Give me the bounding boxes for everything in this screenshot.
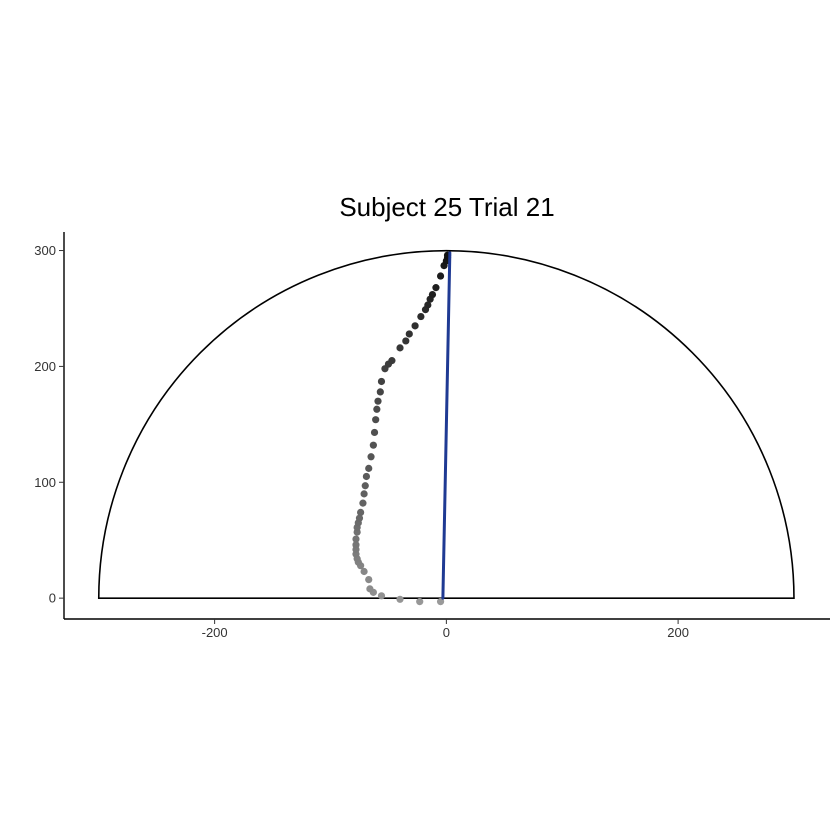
trajectory-point [436,272,445,280]
trajectory-point [359,499,367,507]
trajectory-point [366,585,374,593]
trajectory-point [396,344,404,352]
trajectory-point [360,567,368,576]
trajectory-point [352,535,360,543]
trajectory-point [362,472,371,481]
trajectory-point [424,301,432,309]
trajectory-point [402,337,410,345]
chart-title: Subject 25 Trial 21 [339,192,554,222]
trajectory-point [360,490,368,498]
trajectory-point [432,284,440,292]
trajectory-point [377,377,386,386]
trajectory-point [361,482,369,490]
plot-area [97,250,795,606]
trajectory-point [352,541,360,549]
trajectory-point [405,330,413,338]
x-tick-label: 0 [443,625,450,640]
trajectory-point [367,453,375,461]
trajectory-point [369,441,377,449]
semicircle-boundary [97,250,795,599]
trajectory-point [357,508,365,517]
x-tick-label: -200 [202,625,228,640]
trajectory-point [411,322,419,330]
x-tick-label: 200 [667,625,689,640]
y-tick-label: 200 [34,359,56,374]
y-tick-label: 300 [34,243,56,258]
trajectory-point [376,388,384,396]
trajectory-point [372,416,380,424]
trajectory-point [377,592,386,600]
trajectory-point [396,595,404,603]
trajectory-point [428,290,437,299]
trajectory-point [373,405,381,413]
trajectory-point [365,464,373,472]
y-tick-label: 0 [49,591,56,606]
trajectory-point [370,428,379,437]
trajectory-point [374,397,382,405]
trajectory-point [436,598,445,606]
axes: -200 0 200 0 100 200 300 [34,232,830,640]
trajectory-point [388,357,396,365]
trajectory-point [416,598,424,606]
trajectory-point [365,576,373,584]
y-tick-label: 100 [34,475,56,490]
trajectory-point [417,312,425,321]
trajectory-point [355,514,364,522]
target-heading-line [441,251,452,600]
